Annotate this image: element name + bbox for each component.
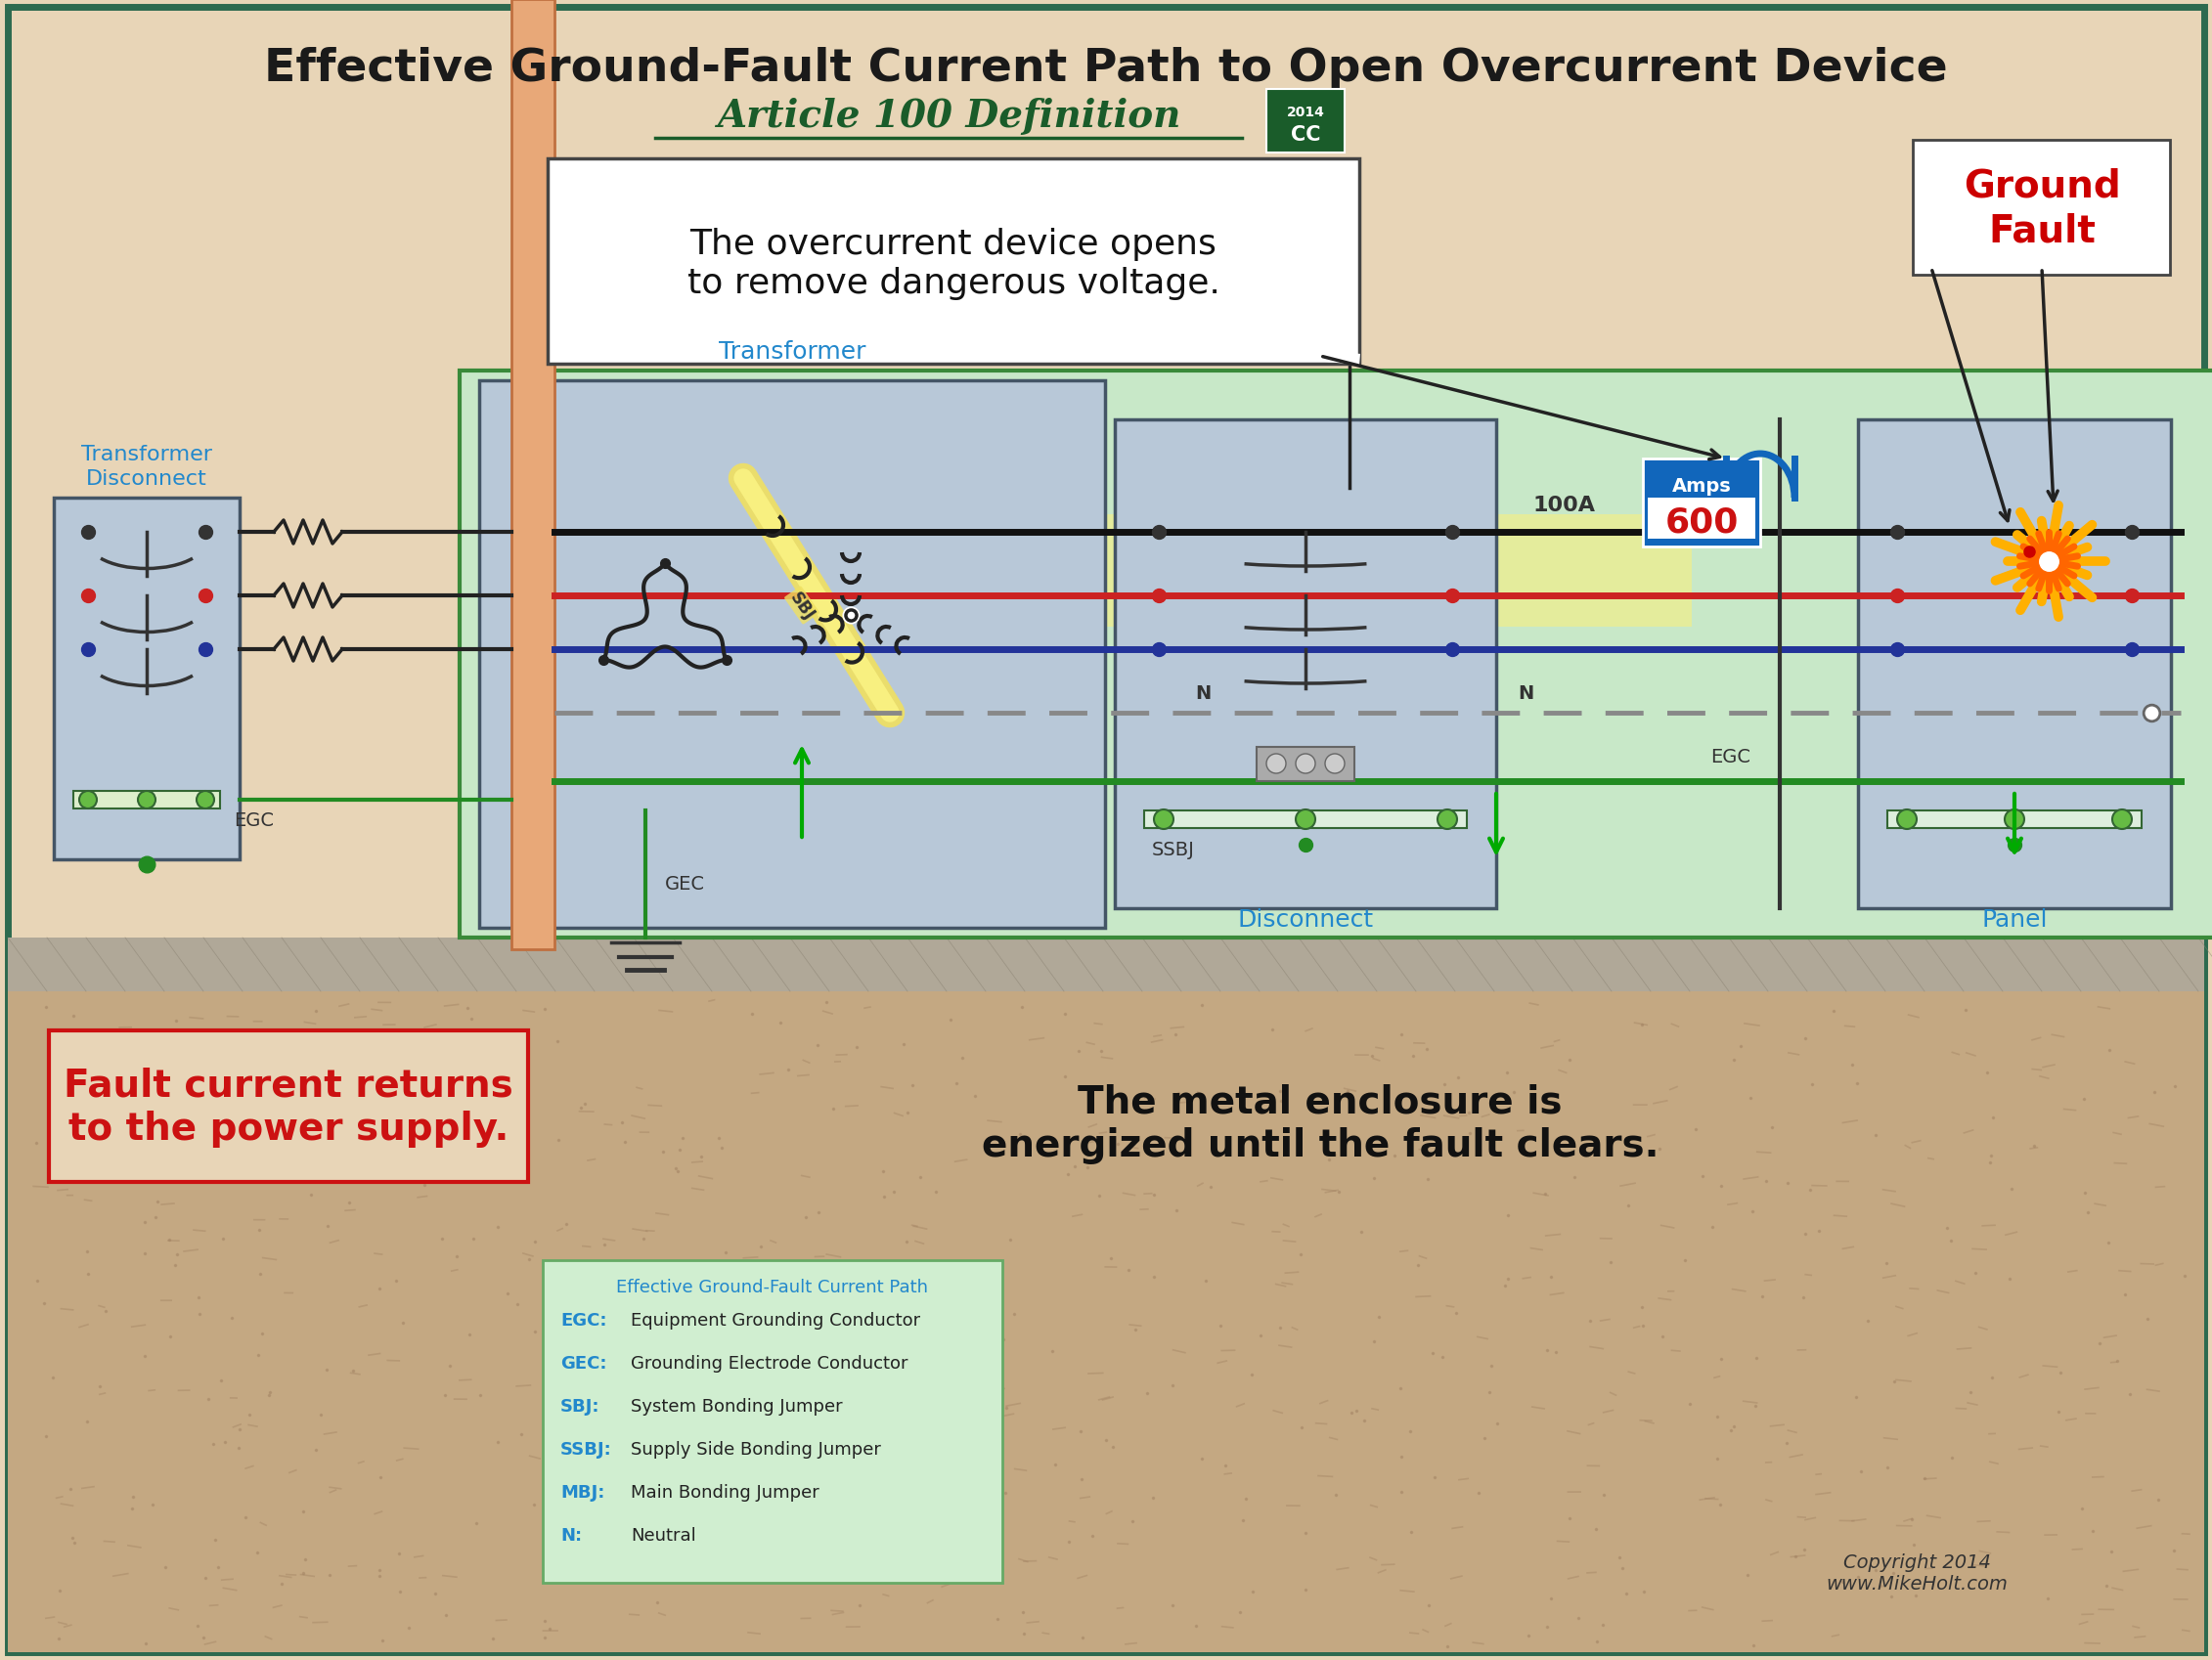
Text: Fault: Fault (1989, 212, 2095, 251)
Text: Transformer: Transformer (82, 445, 212, 465)
Circle shape (137, 792, 155, 808)
Text: SSBJ: SSBJ (1152, 840, 1194, 858)
Text: Effective Ground-Fault Current Path to Open Overcurrent Device: Effective Ground-Fault Current Path to O… (263, 46, 1949, 91)
Text: SSBJ:: SSBJ: (560, 1441, 613, 1457)
Circle shape (1296, 810, 1316, 830)
Text: EGC: EGC (1710, 747, 1752, 765)
Bar (1144, 812, 1467, 828)
Text: Grounding Electrode Conductor: Grounding Electrode Conductor (630, 1355, 907, 1371)
Bar (1648, 498, 1756, 540)
Text: Disconnect: Disconnect (1237, 908, 1374, 931)
Text: Supply Side Bonding Jumper: Supply Side Bonding Jumper (630, 1441, 880, 1457)
Text: The metal enclosure is
energized until the fault clears.: The metal enclosure is energized until t… (982, 1084, 1659, 1164)
Bar (1644, 460, 1761, 548)
Bar (480, 382, 1106, 928)
Text: Effective Ground-Fault Current Path: Effective Ground-Fault Current Path (617, 1278, 929, 1295)
Circle shape (2004, 810, 2024, 830)
Bar (480, 515, 1692, 627)
Text: GEC:: GEC: (560, 1355, 606, 1371)
Bar (511, 0, 555, 950)
Text: The overcurrent device opens
to remove dangerous voltage.: The overcurrent device opens to remove d… (688, 227, 1219, 300)
Text: 2014: 2014 (1287, 106, 1325, 120)
Circle shape (1438, 810, 1458, 830)
Text: Copyright 2014
www.MikeHolt.com: Copyright 2014 www.MikeHolt.com (1825, 1554, 2008, 1594)
Text: SBJ:: SBJ: (560, 1398, 599, 1414)
Text: GEC: GEC (666, 875, 706, 893)
Circle shape (2112, 810, 2132, 830)
Text: MBJ:: MBJ: (560, 1482, 604, 1501)
Bar (73, 792, 219, 808)
Text: EGC: EGC (234, 812, 274, 830)
Text: Neutral: Neutral (630, 1526, 697, 1544)
Text: Main Bonding Jumper: Main Bonding Jumper (630, 1482, 818, 1501)
Bar (542, 1260, 1002, 1584)
Text: Disconnect: Disconnect (86, 470, 208, 488)
Circle shape (1898, 810, 1916, 830)
Bar (53, 498, 239, 860)
Text: CC: CC (1290, 124, 1321, 144)
Bar (9, 938, 2203, 991)
Bar (1887, 812, 2141, 828)
Text: N: N (1517, 684, 1533, 702)
Text: 600: 600 (1666, 506, 1739, 540)
Text: SBJ: SBJ (785, 588, 818, 622)
Bar (1256, 747, 1354, 782)
Text: 100A: 100A (1533, 495, 1595, 515)
Circle shape (1296, 754, 1316, 774)
FancyBboxPatch shape (1913, 141, 2170, 276)
Text: N: N (1194, 684, 1210, 702)
Circle shape (1325, 754, 1345, 774)
Circle shape (80, 792, 97, 808)
FancyBboxPatch shape (549, 159, 1360, 365)
Text: Transformer: Transformer (719, 340, 865, 364)
Text: Panel: Panel (1982, 908, 2048, 931)
Text: N:: N: (560, 1526, 582, 1544)
Text: System Bonding Jumper: System Bonding Jumper (630, 1398, 843, 1414)
Bar (9, 991, 2203, 1652)
Bar (1267, 90, 1345, 153)
Circle shape (197, 792, 215, 808)
Bar (1858, 420, 2170, 908)
Bar (1115, 420, 1495, 908)
Bar (460, 372, 2212, 938)
Text: EGC:: EGC: (560, 1311, 606, 1328)
Text: Fault current returns
to the power supply.: Fault current returns to the power suppl… (64, 1067, 513, 1147)
Text: Ground: Ground (1964, 168, 2121, 206)
FancyBboxPatch shape (49, 1031, 529, 1182)
Text: Article 100 Definition: Article 100 Definition (717, 98, 1181, 134)
Circle shape (1155, 810, 1175, 830)
Text: Amps: Amps (1672, 476, 1732, 495)
Text: Equipment Grounding Conductor: Equipment Grounding Conductor (630, 1311, 920, 1328)
Circle shape (1267, 754, 1285, 774)
